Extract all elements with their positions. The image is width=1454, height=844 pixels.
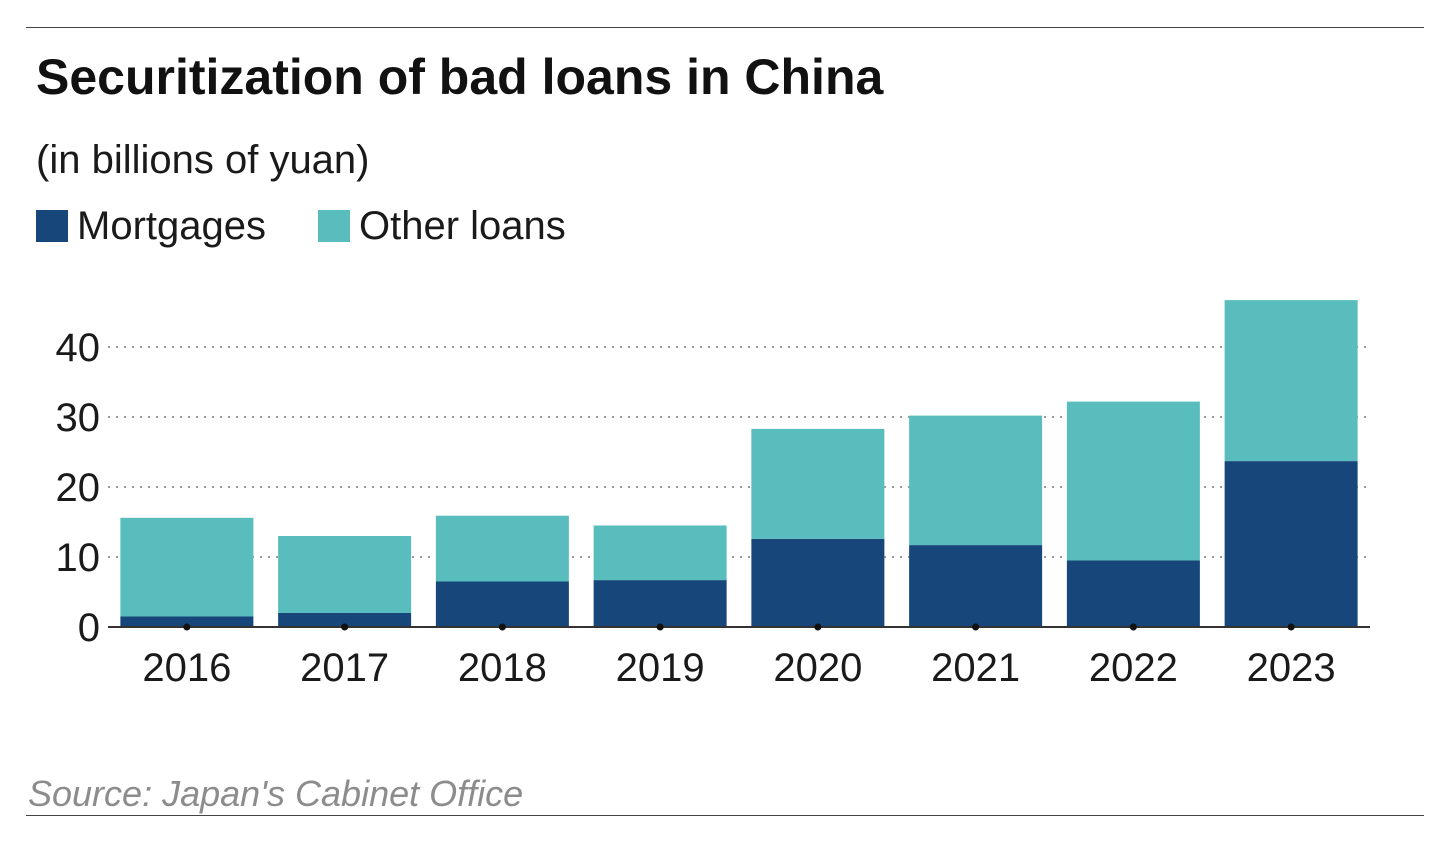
y-tick-label: 30	[56, 396, 101, 440]
x-tick-label: 2017	[300, 646, 389, 690]
x-tick-dot	[972, 623, 980, 631]
legend-item-mortgages: Mortgages	[36, 204, 266, 249]
x-tick-label: 2019	[616, 646, 705, 690]
bar-other-loans	[593, 525, 727, 581]
bar-mortgages	[120, 616, 254, 627]
x-tick-dot	[1129, 623, 1137, 631]
bar-other-loans	[120, 517, 254, 617]
bar-other-loans	[1224, 300, 1358, 462]
bar-mortgages	[1224, 461, 1358, 627]
x-tick-label: 2022	[1089, 646, 1178, 690]
bar-mortgages	[751, 538, 885, 627]
legend: Mortgages Other loans	[36, 202, 618, 250]
legend-swatch-other-loans	[317, 210, 350, 242]
bottom-rule	[26, 815, 1424, 816]
bar-other-loans	[909, 415, 1043, 546]
x-tick-label: 2021	[931, 646, 1020, 690]
x-tick-dot	[183, 623, 191, 631]
x-tick-dot	[1287, 623, 1295, 631]
bar-mortgages	[278, 613, 412, 627]
x-tick-dot	[498, 623, 506, 631]
legend-label-mortgages: Mortgages	[77, 203, 266, 248]
bar-other-loans	[1066, 401, 1200, 561]
x-tick-label: 2018	[458, 646, 547, 690]
legend-label-other-loans: Other loans	[358, 203, 566, 248]
bar-mortgages	[435, 581, 569, 627]
top-rule	[26, 27, 1424, 28]
y-tick-label: 0	[78, 606, 100, 650]
x-tick-label: 2016	[142, 646, 231, 690]
bar-mortgages	[1066, 560, 1200, 627]
bar-other-loans	[278, 536, 412, 613]
bar-mortgages	[909, 545, 1043, 627]
chart-subtitle: (in billions of yuan)	[36, 138, 370, 182]
legend-swatch-mortgages	[36, 210, 68, 242]
x-tick-dot	[656, 623, 664, 631]
bar-mortgages	[593, 580, 727, 627]
source-note: Source: Japan's Cabinet Office	[28, 773, 524, 814]
bar-other-loans	[435, 515, 569, 582]
chart-title: Securitization of bad loans in China	[36, 49, 884, 105]
y-tick-label: 20	[56, 466, 101, 510]
y-tick-label: 40	[56, 326, 101, 370]
x-tick-label: 2020	[773, 646, 862, 690]
x-tick-label: 2023	[1247, 646, 1336, 690]
x-tick-dot	[814, 623, 822, 631]
bar-other-loans	[751, 428, 885, 539]
legend-item-other-loans: Other loans	[317, 203, 566, 249]
y-tick-label: 10	[56, 536, 101, 580]
x-tick-dot	[341, 623, 349, 631]
